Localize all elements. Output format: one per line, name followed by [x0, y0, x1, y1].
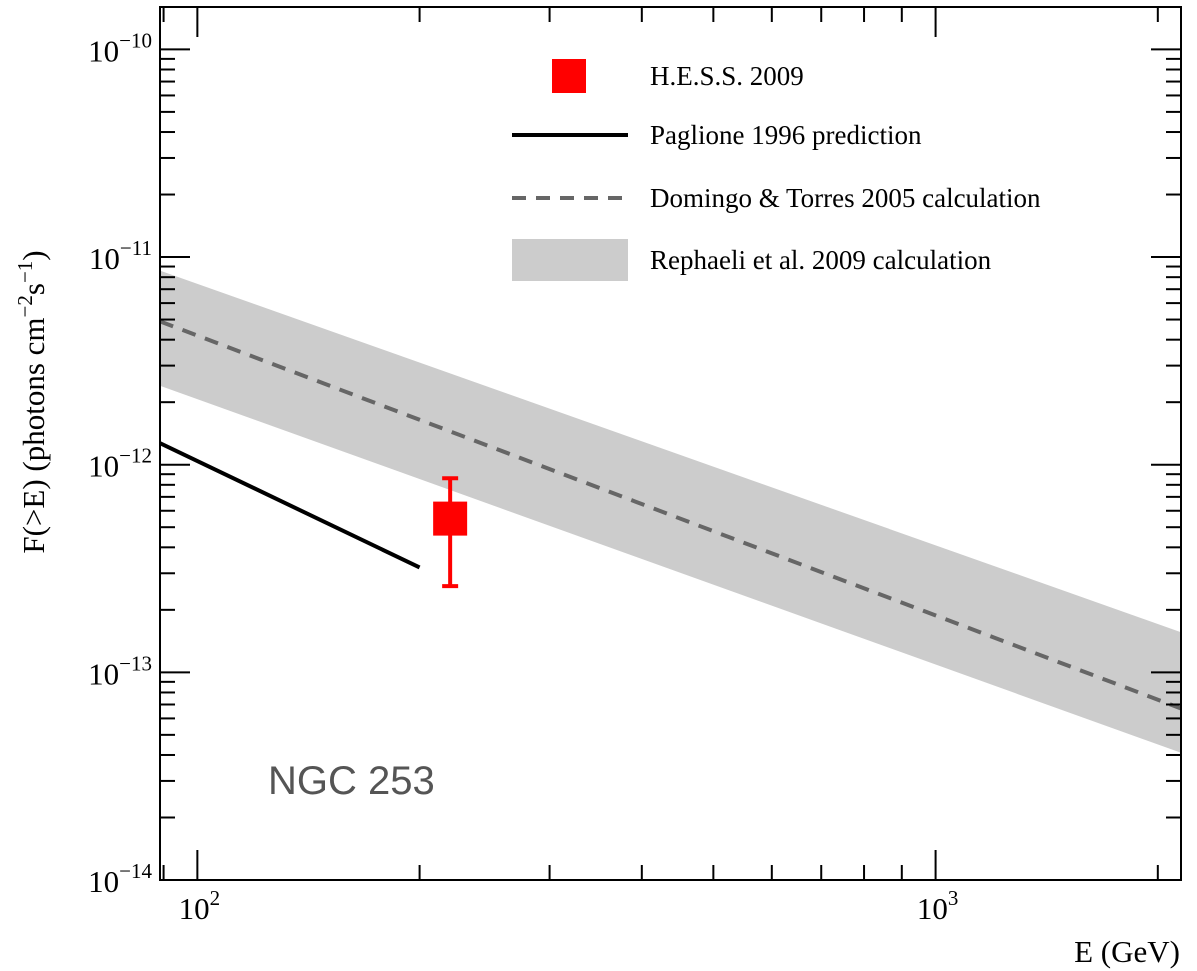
- x-tick-label-exp: 2: [210, 886, 221, 910]
- y-axis-label-suffix: ): [16, 250, 51, 260]
- y-tick-label-exp: −10: [119, 28, 152, 52]
- y-tick-label: 10−12: [88, 444, 152, 484]
- x-tick-label-base: 10: [179, 891, 210, 926]
- y-tick-label-base: 10: [88, 33, 119, 68]
- y-tick-label-base: 10: [88, 656, 119, 691]
- y-axis-label-mid: s: [16, 283, 51, 295]
- y-tick-label: 10−14: [88, 859, 152, 899]
- x-tick-label: 103: [917, 886, 959, 926]
- y-tick-label-exp: −13: [119, 651, 152, 675]
- y-tick-label: 10−11: [89, 236, 152, 276]
- y-tick-label-exp: −12: [119, 444, 152, 468]
- x-tick-label-exp: 3: [948, 886, 959, 910]
- legend-label: Rephaeli et al. 2009 calculation: [650, 245, 992, 275]
- band-layer: [160, 270, 1181, 753]
- y-tick-label-exp: −11: [120, 236, 152, 260]
- hess-2009-marker: [433, 501, 468, 536]
- line-domingo-torres-2005: [160, 319, 1181, 711]
- axes-layer: [159, 6, 1182, 881]
- band-rephaeli-2009: [160, 270, 1181, 753]
- lines-layer: [160, 319, 1181, 711]
- y-tick-label: 10−13: [88, 651, 152, 691]
- y-axis-label: F(>E) (photons cm−2s−1): [13, 250, 51, 553]
- points-layer: [433, 476, 468, 589]
- legend: H.E.S.S. 2009 Paglione 1996 prediction Dom…: [512, 59, 1041, 281]
- x-tick-label-base: 10: [917, 891, 948, 926]
- annotation-label: NGC 253: [268, 759, 435, 803]
- y-axis-label-exp1: −2: [13, 295, 37, 317]
- legend-symbol-hess: [552, 59, 586, 93]
- legend-label: H.E.S.S. 2009: [650, 61, 804, 91]
- y-tick-label-base: 10: [88, 864, 119, 899]
- legend-label: Domingo & Torres 2005 calculation: [650, 183, 1041, 213]
- x-axis-label: E (GeV): [1074, 934, 1180, 969]
- plot-frame: [159, 6, 1182, 881]
- y-tick-label-base: 10: [88, 449, 119, 484]
- x-tick-label: 102: [179, 886, 221, 926]
- y-tick-label-base: 10: [89, 241, 120, 276]
- y-axis-label-exp2: −1: [13, 261, 37, 283]
- y-tick-label-exp: −14: [119, 859, 152, 883]
- line-paglione-1996: [160, 441, 421, 570]
- y-axis-label-prefix: F(>E) (photons cm: [16, 317, 51, 553]
- legend-label: Paglione 1996 prediction: [650, 120, 922, 150]
- y-tick-label: 10−10: [88, 28, 152, 68]
- legend-symbol-rephaeli: [512, 239, 628, 281]
